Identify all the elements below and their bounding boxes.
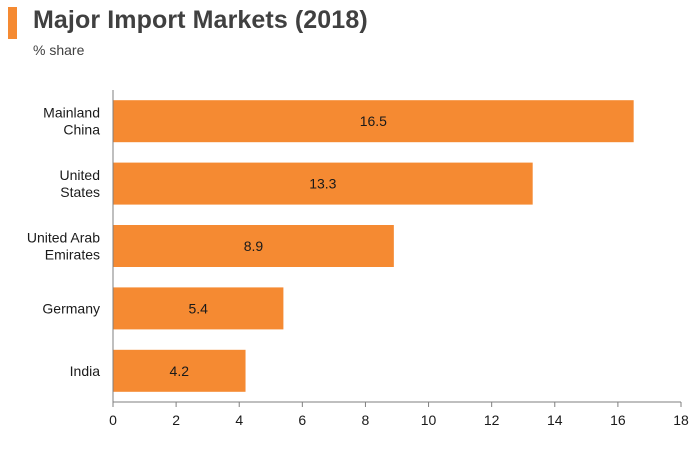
category-label: Mainland — [43, 105, 100, 121]
x-tick-label: 2 — [172, 412, 180, 428]
x-tick-label: 0 — [109, 412, 117, 428]
category-label: States — [60, 184, 100, 200]
chart-subtitle: % share — [33, 42, 85, 58]
x-tick-label: 12 — [484, 412, 500, 428]
category-label: Germany — [42, 300, 100, 316]
category-label: United Arab — [27, 230, 100, 246]
data-label: 4.2 — [170, 363, 190, 379]
x-tick-label: 16 — [610, 412, 626, 428]
bar — [113, 100, 634, 143]
data-label: 8.9 — [244, 238, 264, 254]
category-label: India — [70, 363, 101, 379]
category-label: United — [60, 167, 100, 183]
bar — [113, 162, 533, 205]
chart-title: Major Import Markets (2018) — [33, 6, 368, 34]
x-tick-label: 8 — [362, 412, 370, 428]
bar — [113, 287, 284, 330]
data-label: 5.4 — [188, 300, 208, 316]
data-label: 16.5 — [360, 113, 387, 129]
x-tick-label: 6 — [298, 412, 306, 428]
x-tick-label: 14 — [547, 412, 563, 428]
x-tick-label: 10 — [421, 412, 437, 428]
category-label: China — [63, 122, 100, 138]
title-accent-bar — [8, 7, 17, 39]
x-tick-label: 4 — [235, 412, 243, 428]
data-label: 13.3 — [309, 176, 336, 192]
x-tick-label: 18 — [673, 412, 689, 428]
category-label: Emirates — [45, 247, 100, 263]
bar — [113, 349, 246, 392]
bar — [113, 225, 394, 267]
